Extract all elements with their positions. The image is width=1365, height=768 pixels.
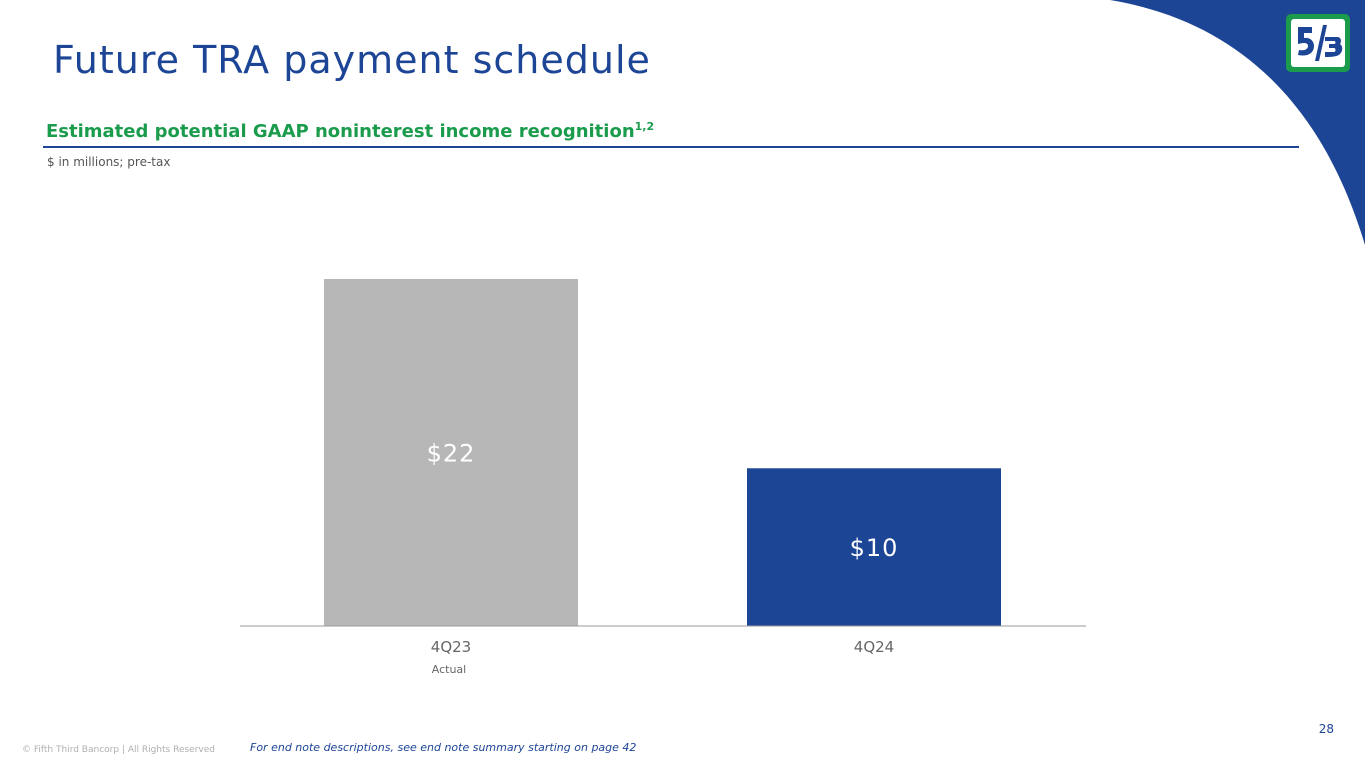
category-label-4Q23: 4Q23: [431, 638, 471, 656]
category-label-4Q24: 4Q24: [854, 638, 894, 656]
slide-title: Future TRA payment schedule: [53, 38, 651, 82]
value-label-4Q23: $22: [427, 440, 476, 468]
bar-4Q23: [324, 279, 578, 626]
bar-4Q24: [747, 468, 1001, 626]
subtitle-footnote-marks: 1,2: [634, 120, 655, 133]
units-note: $ in millions; pre-tax: [47, 155, 171, 169]
subtitle-divider: [43, 146, 1299, 148]
fifth-third-logo-icon: [1286, 14, 1350, 72]
page-number: 28: [1318, 722, 1334, 736]
chart-subtitle: Estimated potential GAAP noninterest inc…: [46, 120, 654, 142]
endnote-reference: For end note descriptions, see end note …: [250, 741, 637, 754]
subtitle-text: Estimated potential GAAP noninterest inc…: [46, 121, 635, 142]
category-sublabel-4Q23: Actual: [432, 663, 466, 676]
copyright-notice: © Fifth Third Bancorp | All Rights Reser…: [22, 745, 215, 755]
value-label-4Q24: $10: [850, 534, 899, 562]
